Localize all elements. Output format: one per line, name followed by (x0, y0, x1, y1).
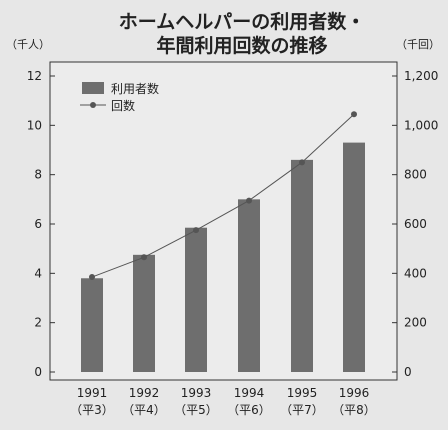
line-point (193, 227, 199, 234)
x-tick-sublabel: （平4） (122, 403, 166, 417)
right-tick-label: 800 (404, 168, 427, 182)
x-tick-label: 1992 (129, 386, 160, 400)
x-tick-sublabel: （平6） (227, 403, 271, 417)
chart-title-line1: ホームヘルパーの利用者数・ (119, 10, 365, 33)
legend-swatch-bar (82, 82, 104, 94)
right-axis: 0 200 400 600 800 1,000 1,200 (392, 69, 438, 379)
left-tick-label: 10 (27, 118, 42, 132)
right-tick-label: 1,200 (404, 69, 438, 83)
line-point (351, 111, 357, 118)
left-tick-label: 4 (34, 266, 42, 280)
left-tick-label: 12 (27, 69, 42, 83)
bar (291, 159, 313, 372)
bar-series (81, 142, 365, 372)
x-tick-sublabel: （平7） (280, 403, 324, 417)
legend-label-line: 回数 (111, 98, 135, 113)
x-tick-sublabel: （平8） (332, 403, 376, 417)
right-tick-label: 1,000 (404, 118, 438, 132)
x-tick-label: 1991 (77, 386, 108, 400)
left-tick-label: 0 (34, 365, 42, 379)
right-tick-label: 200 (404, 316, 427, 330)
line-series (89, 111, 357, 281)
left-tick-label: 6 (34, 217, 42, 231)
legend-swatch-marker (90, 102, 96, 108)
x-tick-sublabel: （平5） (174, 403, 218, 417)
bar (343, 142, 365, 372)
line-point (246, 197, 252, 204)
x-tick-label: 1994 (234, 386, 265, 400)
x-tick-sublabel: （平3） (70, 403, 114, 417)
legend-label-bar: 利用者数 (111, 81, 159, 96)
x-tick-label: 1993 (181, 386, 212, 400)
left-tick-label: 8 (34, 168, 42, 182)
line-point (299, 159, 305, 166)
left-axis: 0 2 4 6 8 10 12 (27, 69, 55, 379)
right-tick-label: 600 (404, 217, 427, 231)
plot-frame (49, 61, 398, 381)
left-axis-unit: （千人） (6, 38, 50, 51)
bar (81, 278, 103, 372)
left-tick-label: 2 (34, 316, 42, 330)
line-path (91, 113, 355, 278)
x-tick-label: 1995 (287, 386, 318, 400)
right-tick-label: 400 (404, 266, 427, 280)
bar (238, 199, 260, 372)
chart-title-line2: 年間利用回数の推移 (156, 34, 327, 57)
line-point (141, 254, 147, 261)
line-point (89, 274, 95, 281)
x-tick-label: 1996 (339, 386, 370, 400)
right-axis-unit: （千回） (396, 38, 440, 51)
x-axis: 1991 （平3） 1992 （平4） 1993 （平5） 1994 （平6） 1995 （平7）… (70, 386, 376, 417)
bar (185, 227, 207, 372)
right-tick-label: 0 (404, 365, 412, 379)
legend: 利用者数 回数 (80, 81, 159, 113)
bar (133, 254, 155, 372)
